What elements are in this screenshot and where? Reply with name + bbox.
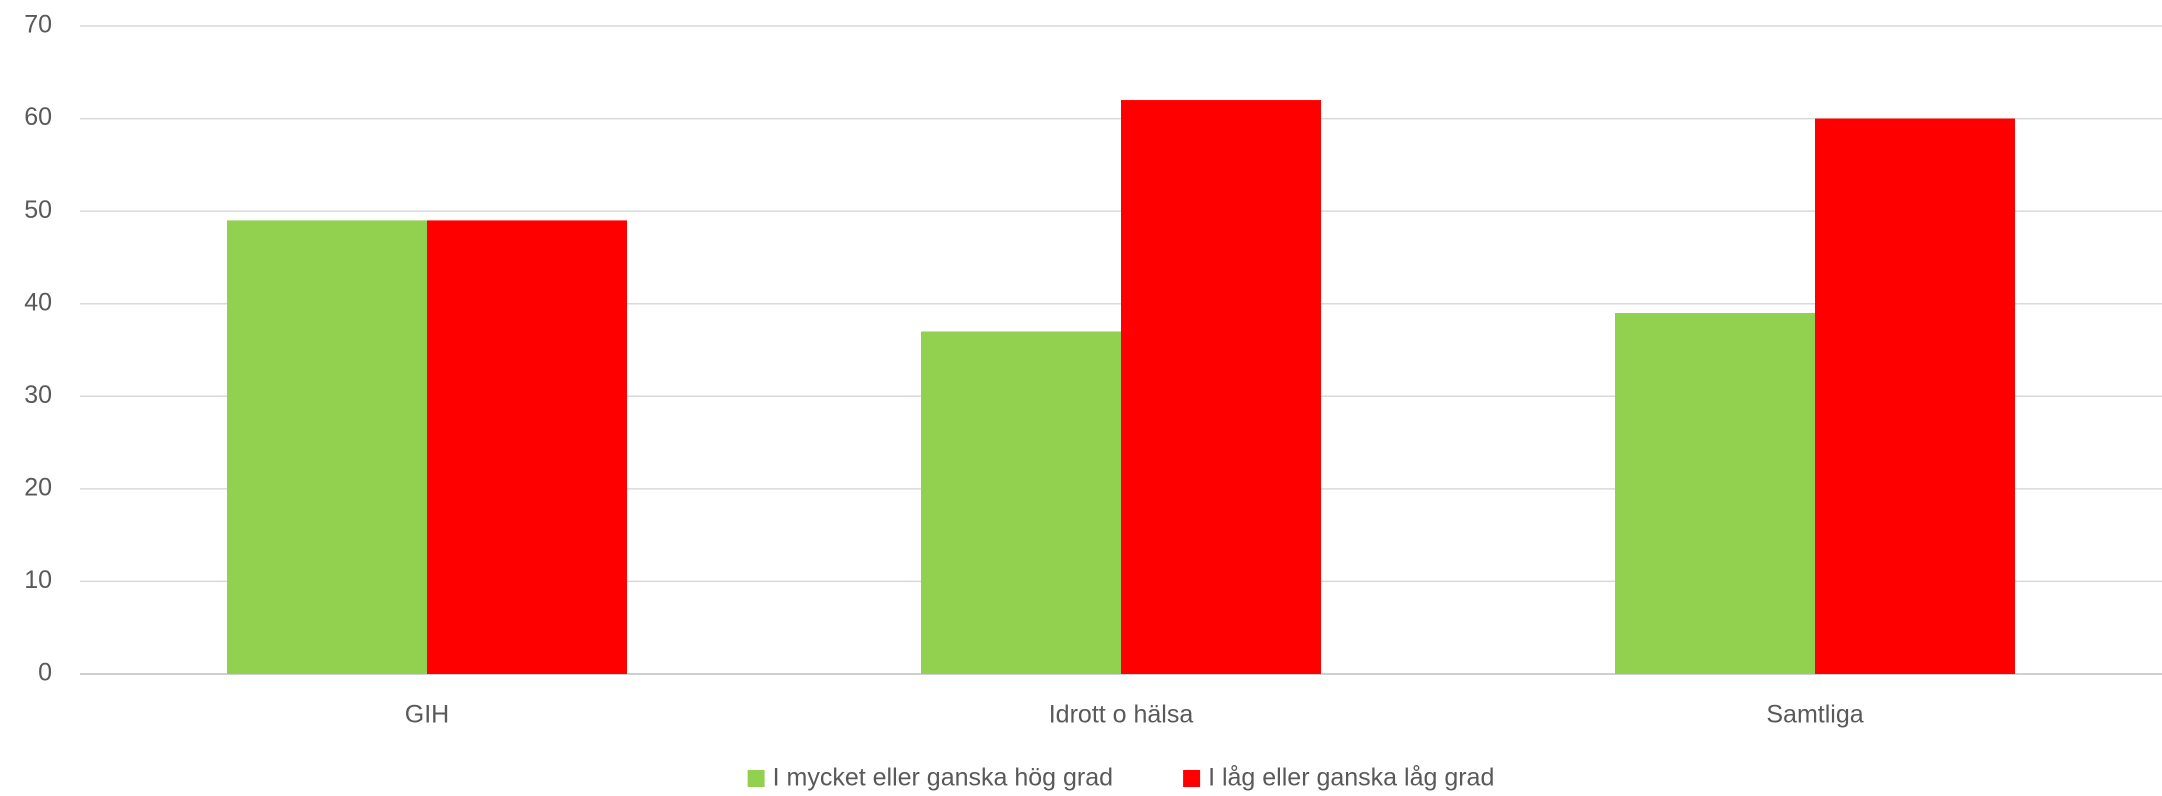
y-tick-label: 10 (24, 566, 52, 594)
legend-label: I låg eller ganska låg grad (1208, 764, 1494, 792)
y-tick-label: 0 (38, 659, 52, 687)
x-tick-label: Samtliga (1766, 701, 1863, 729)
x-tick-label: GIH (405, 701, 449, 729)
bar (427, 220, 627, 674)
y-tick-label: 20 (24, 473, 52, 501)
x-tick-label: Idrott o hälsa (1049, 701, 1194, 729)
bar (921, 331, 1121, 674)
y-tick-label: 70 (24, 11, 52, 39)
y-tick-label: 30 (24, 381, 52, 409)
bar (1815, 118, 2015, 675)
bar (227, 220, 427, 674)
legend-label: I mycket eller ganska hög grad (773, 764, 1113, 792)
bar (1121, 100, 1321, 675)
legend-swatch (1183, 770, 1201, 787)
y-tick-label: 50 (24, 196, 52, 224)
legend-swatch (747, 770, 765, 787)
y-tick-label: 40 (24, 288, 52, 316)
bar (1615, 312, 1815, 674)
y-tick-label: 60 (24, 103, 52, 131)
